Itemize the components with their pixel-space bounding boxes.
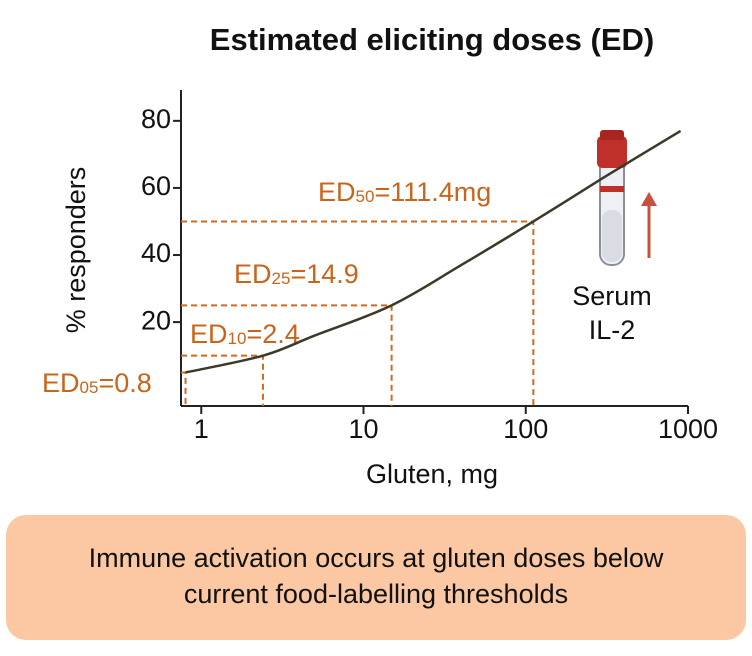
x-tick-label: 100	[503, 414, 548, 444]
x-tick-label: 1000	[658, 414, 718, 444]
ed-label: ED05=0.8	[42, 368, 152, 398]
ed-subscript: 05	[80, 378, 99, 397]
ed-label: ED50=111.4mg	[318, 177, 491, 207]
conclusion-text: current food-labelling thresholds	[184, 579, 568, 609]
marker-label: Serum	[572, 281, 652, 311]
ed-guide	[181, 371, 187, 406]
x-tick-label: 10	[348, 414, 378, 444]
ed-label: ED10=2.4	[190, 319, 300, 349]
y-tick-label: 80	[141, 104, 171, 134]
ed-guide	[181, 354, 264, 406]
ed-suffix: =0.8	[98, 368, 151, 398]
dose-response-curve	[185, 129, 682, 374]
x-axis-label: Gluten, mg	[366, 459, 498, 489]
ed-subscript: 25	[272, 269, 291, 288]
chart-title: Estimated eliciting doses (ED)	[210, 22, 654, 57]
y-tick-label: 20	[141, 305, 171, 335]
x-tick-label: 1	[194, 414, 209, 444]
ed-guide	[181, 220, 535, 406]
y-tick-label: 40	[141, 238, 171, 268]
ed-label: ED25=14.9	[234, 259, 359, 289]
ed-prefix: ED	[42, 368, 80, 398]
ed-prefix: ED	[318, 177, 356, 207]
y-axis-label: % responders	[61, 167, 91, 334]
ed-subscript: 50	[356, 187, 375, 206]
blood-tube-icon	[597, 130, 657, 266]
ed-suffix: =111.4mg	[374, 177, 491, 207]
ed-suffix: =14.9	[290, 259, 358, 289]
ed-prefix: ED	[234, 259, 272, 289]
ed-suffix: =2.4	[246, 319, 299, 349]
marker-label: IL-2	[589, 315, 636, 345]
conclusion-box	[6, 515, 746, 640]
conclusion-text: Immune activation occurs at gluten doses…	[89, 543, 664, 573]
y-tick-label: 60	[141, 171, 171, 201]
ed-prefix: ED	[190, 319, 228, 349]
ed-subscript: 10	[228, 329, 247, 348]
